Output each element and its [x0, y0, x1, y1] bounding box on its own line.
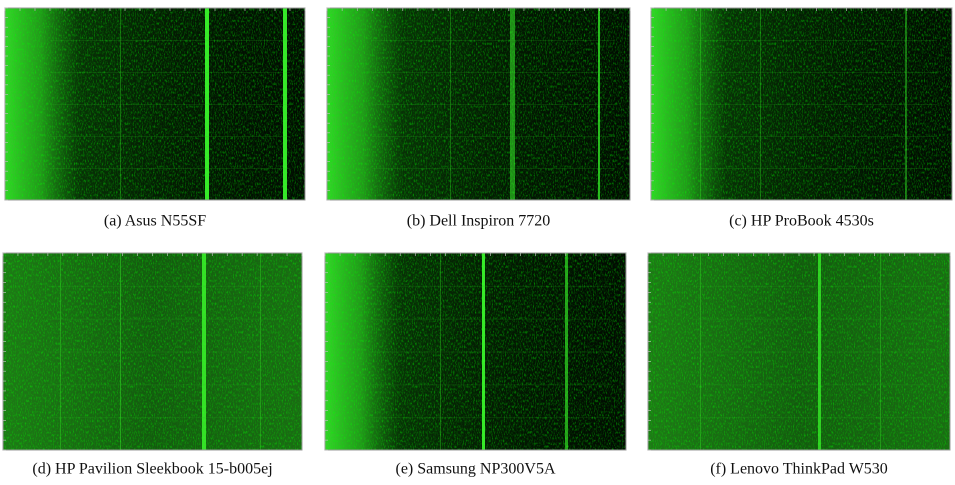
- spectrogram-panel: [647, 252, 951, 451]
- carrier-line: [760, 8, 761, 200]
- carrier-line: [283, 8, 287, 200]
- panel-caption: (e) Samsung NP300V5A: [396, 461, 556, 478]
- streak: [696, 72, 937, 73]
- streak: [696, 104, 937, 105]
- streak: [696, 168, 937, 169]
- carrier-line: [440, 253, 441, 450]
- streak: [372, 72, 615, 73]
- streak: [372, 104, 615, 105]
- spectrogram-panel: [650, 7, 953, 201]
- panel-caption: (b) Dell Inspiron 7720: [407, 213, 551, 230]
- streak: [693, 318, 935, 320]
- panel-caption: (d) HP Pavilion Sleekbook 15-b005ej: [32, 461, 272, 478]
- carrier-line: [565, 253, 568, 450]
- carrier-line: [700, 8, 701, 200]
- streak: [370, 384, 611, 386]
- streak: [693, 351, 935, 353]
- carrier-line: [700, 253, 701, 450]
- streak: [47, 384, 288, 386]
- streak: [372, 136, 615, 137]
- spectrogram-noise: [3, 253, 302, 450]
- carrier-line: [880, 253, 881, 450]
- streak: [372, 40, 615, 41]
- spectrogram-noise: [651, 8, 952, 200]
- carrier-line: [120, 8, 121, 200]
- streak: [47, 417, 288, 419]
- panel-caption: (a) Asus N55SF: [104, 213, 206, 230]
- spectrogram-panel: [324, 252, 627, 451]
- carrier-line: [598, 8, 600, 200]
- spectrogram-noise: [325, 253, 626, 450]
- panel-caption: (f) Lenovo ThinkPad W530: [710, 461, 888, 478]
- carrier-line: [205, 8, 209, 200]
- carrier-line: [450, 8, 451, 200]
- spectrogram-noise: [5, 8, 305, 200]
- carrier-line: [905, 8, 907, 200]
- streak: [50, 136, 290, 137]
- streak: [47, 318, 288, 320]
- spectrogram-panel: [326, 7, 631, 201]
- carrier-line: [120, 253, 121, 450]
- streak: [50, 40, 290, 41]
- streak: [50, 72, 290, 73]
- streak: [370, 285, 611, 287]
- spectrogram-noise: [327, 8, 630, 200]
- carrier-line: [510, 8, 515, 200]
- streak: [47, 351, 288, 353]
- carrier-line: [260, 253, 261, 450]
- streak: [50, 168, 290, 169]
- streak: [693, 285, 935, 287]
- streak: [50, 104, 290, 105]
- streak: [696, 40, 937, 41]
- carrier-line: [202, 253, 206, 450]
- streak: [370, 417, 611, 419]
- panel-caption: (c) HP ProBook 4530s: [729, 213, 874, 230]
- streak: [696, 136, 937, 137]
- spectrogram-panel: [2, 252, 303, 451]
- spectrogram-panel: [4, 7, 306, 201]
- streak: [370, 318, 611, 320]
- streak: [693, 384, 935, 386]
- spectrogram-noise: [648, 253, 950, 450]
- carrier-line: [482, 253, 485, 450]
- carrier-line: [60, 253, 61, 450]
- streak: [47, 285, 288, 287]
- streak: [372, 168, 615, 169]
- streak: [693, 417, 935, 419]
- carrier-line: [818, 253, 821, 450]
- streak: [370, 351, 611, 353]
